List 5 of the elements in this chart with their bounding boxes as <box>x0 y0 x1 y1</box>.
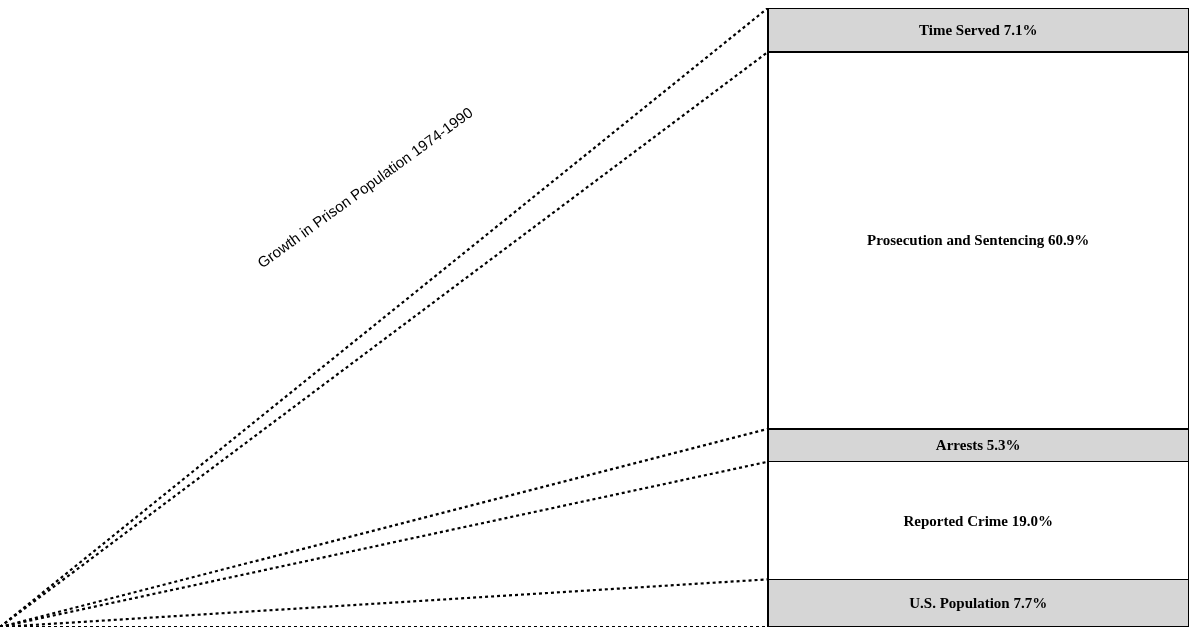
data-label: Reported Crime 19.0% <box>903 512 1053 529</box>
data-label: Arrests 5.3% <box>935 437 1021 454</box>
data-label: U.S. Population 7.7% <box>909 595 1048 612</box>
data-label: Prosecution and Sentencing 60.9% <box>867 232 1090 249</box>
data-label: Time Served 7.1% <box>919 21 1038 38</box>
